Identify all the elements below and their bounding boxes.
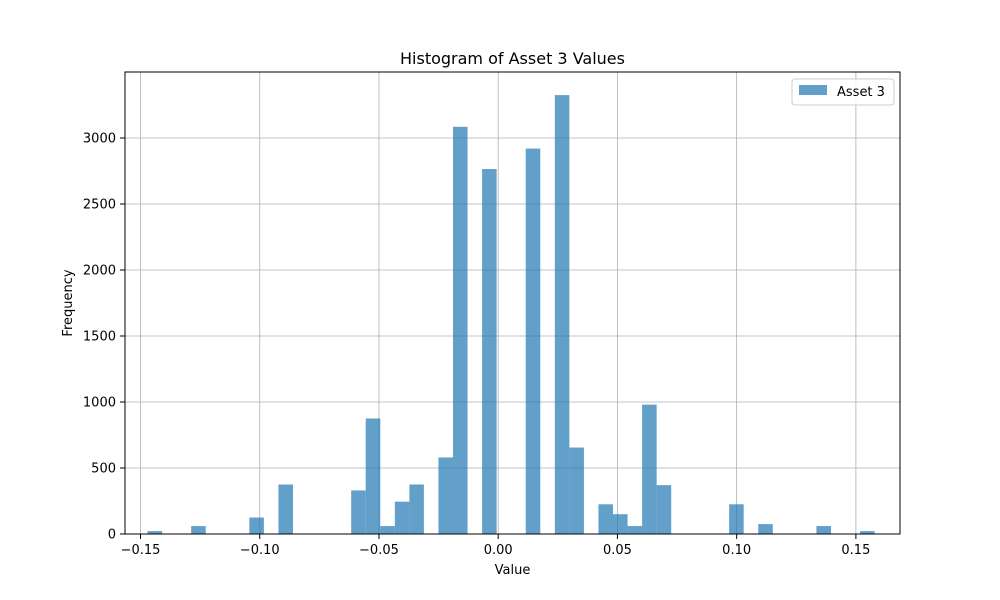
x-axis-label: Value	[495, 563, 531, 578]
y-tick-label: 3000	[83, 132, 116, 147]
x-tick-label: 0.15	[841, 543, 870, 558]
histogram-bar	[656, 485, 672, 534]
histogram-bar	[351, 490, 366, 534]
y-tick-label: 1000	[83, 396, 116, 411]
histogram-bar	[380, 526, 395, 534]
y-tick-label: 2500	[83, 198, 116, 213]
histogram-bar	[816, 526, 831, 534]
plot-frame	[124, 71, 901, 535]
histogram-bar	[758, 524, 773, 534]
histogram-bar	[365, 418, 381, 534]
legend: Asset 3	[791, 78, 895, 106]
y-tick-label: 1500	[83, 330, 116, 345]
y-tick-label: 2000	[83, 264, 116, 279]
histogram-bar	[860, 531, 875, 534]
histogram-bar	[249, 517, 264, 534]
y-tick-label: 0	[108, 528, 116, 543]
histogram-bar	[394, 501, 410, 534]
x-tick-label: −0.15	[121, 543, 161, 558]
histogram-bar	[554, 95, 570, 534]
y-axis-label: Frequency	[61, 269, 76, 336]
x-tick-label: −0.05	[359, 543, 399, 558]
legend-label: Asset 3	[837, 85, 885, 100]
histogram-bar	[729, 504, 744, 534]
histogram-bar	[642, 404, 657, 534]
histogram-bar	[598, 504, 614, 534]
x-axis-ticks: −0.15 −0.10 −0.05 0.00 0.05 0.10 0.15	[121, 534, 870, 558]
x-tick-label: −0.10	[240, 543, 280, 558]
histogram-bar	[569, 447, 584, 534]
histogram-bar	[278, 484, 293, 534]
histogram-bar	[191, 526, 206, 534]
chart-title: Histogram of Asset 3 Values	[400, 49, 625, 68]
histogram-bar	[147, 531, 163, 534]
histogram-bar	[438, 457, 454, 534]
x-tick-label: 0.10	[722, 543, 751, 558]
histogram-bar	[453, 126, 468, 534]
histogram-bar	[525, 148, 541, 534]
histogram-bar	[409, 484, 424, 534]
y-axis-ticks: 0 500 1000 1500 2000 2500 3000	[83, 132, 125, 543]
legend-swatch	[799, 85, 827, 95]
grid-lines	[125, 72, 900, 535]
x-tick-label: 0.05	[603, 543, 632, 558]
histogram-bars	[147, 95, 875, 534]
x-tick-label: 0.00	[484, 543, 513, 558]
histogram-bar	[627, 526, 643, 534]
histogram-bar	[613, 514, 628, 534]
y-tick-label: 500	[91, 462, 116, 477]
histogram-bar	[482, 169, 497, 534]
